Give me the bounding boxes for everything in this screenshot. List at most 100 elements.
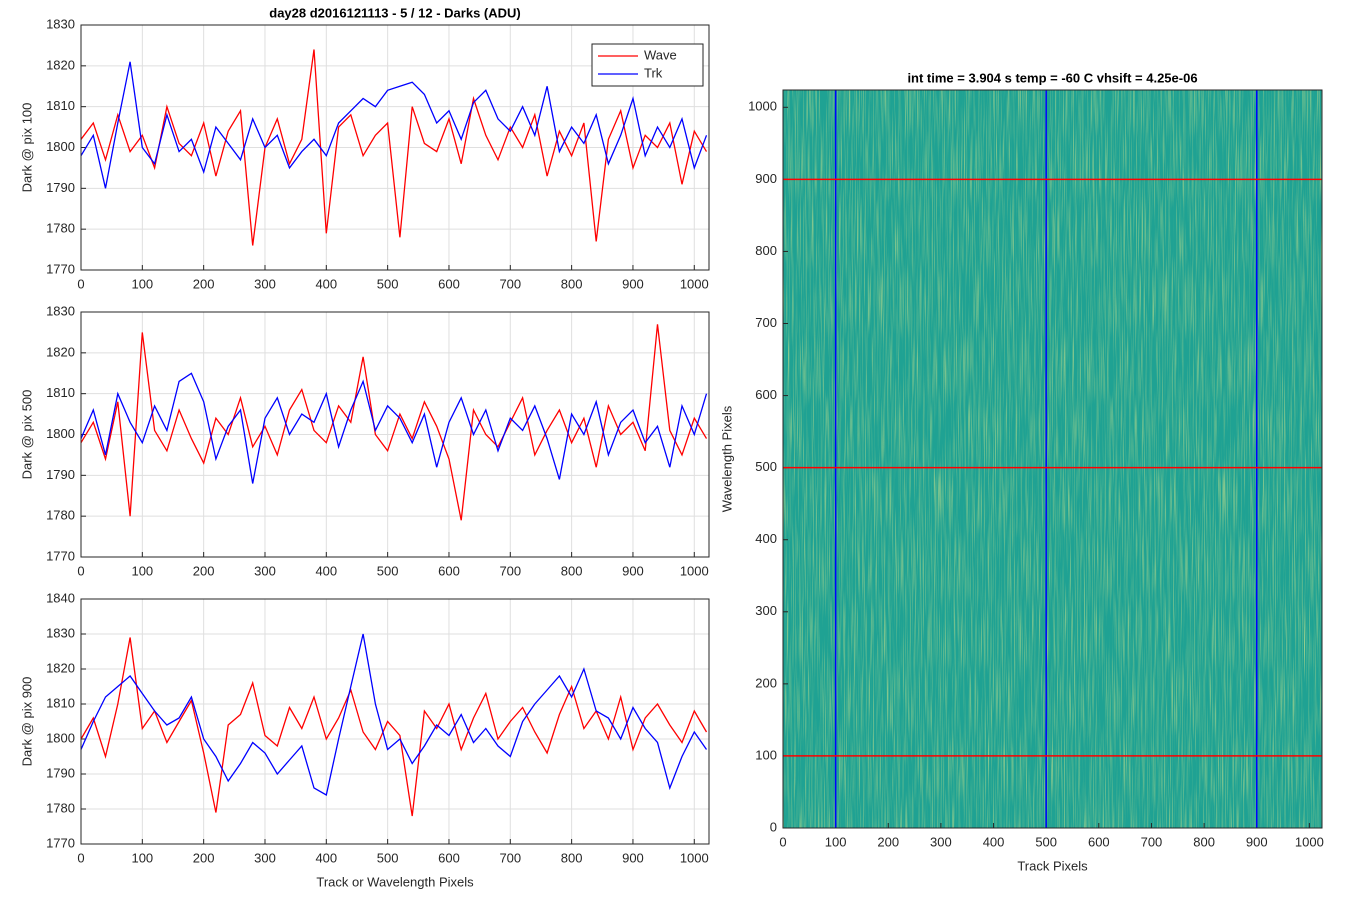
- y-axis-label: Dark @ pix 500: [19, 390, 34, 480]
- y-tick-label: 700: [755, 315, 777, 330]
- x-tick-label: 100: [131, 276, 153, 291]
- y-tick-label: 1770: [46, 261, 75, 276]
- chart-title: int time = 3.904 s temp = -60 C vhsift =…: [907, 70, 1197, 85]
- y-axis-label: Dark @ pix 900: [19, 677, 34, 767]
- x-tick-label: 900: [1246, 834, 1268, 849]
- x-tick-label: 200: [193, 276, 215, 291]
- y-tick-label: 1820: [46, 660, 75, 675]
- y-tick-label: 200: [755, 675, 777, 690]
- y-tick-label: 1810: [46, 98, 75, 113]
- x-tick-label: 400: [315, 850, 337, 865]
- x-tick-label: 500: [377, 276, 399, 291]
- x-tick-label: 500: [1035, 834, 1057, 849]
- x-tick-label: 0: [77, 563, 84, 578]
- x-tick-label: 100: [131, 850, 153, 865]
- y-tick-label: 1780: [46, 800, 75, 815]
- x-tick-label: 300: [254, 563, 276, 578]
- y-tick-label: 1830: [46, 303, 75, 318]
- x-tick-label: 700: [499, 850, 521, 865]
- y-tick-label: 1820: [46, 57, 75, 72]
- y-tick-label: 400: [755, 531, 777, 546]
- series-line: [80, 49, 708, 246]
- legend-label: Wave: [644, 47, 677, 62]
- y-tick-label: 1820: [46, 344, 75, 359]
- y-tick-label: 0: [770, 819, 777, 834]
- y-tick-label: 1830: [46, 625, 75, 640]
- y-tick-label: 1770: [46, 835, 75, 850]
- x-tick-label: 0: [779, 834, 786, 849]
- x-tick-label: 500: [377, 850, 399, 865]
- y-tick-label: 1790: [46, 467, 75, 482]
- series-line: [80, 61, 708, 189]
- y-axis-label: Wavelength Pixels: [719, 405, 734, 512]
- y-tick-label: 600: [755, 387, 777, 402]
- x-tick-label: 500: [377, 563, 399, 578]
- axes-box: [80, 24, 710, 271]
- x-tick-label: 300: [254, 850, 276, 865]
- x-tick-label: 900: [622, 563, 644, 578]
- x-tick-label: 1000: [1295, 834, 1324, 849]
- x-tick-label: 0: [77, 276, 84, 291]
- x-axis-label: Track or Wavelength Pixels: [316, 874, 474, 889]
- legend-label: Trk: [644, 65, 663, 80]
- y-tick-label: 800: [755, 243, 777, 258]
- x-tick-label: 800: [561, 850, 583, 865]
- x-tick-label: 100: [131, 563, 153, 578]
- image-texture: [783, 90, 1322, 828]
- x-tick-label: 1000: [680, 563, 709, 578]
- legend-box: [591, 43, 704, 87]
- y-tick-label: 300: [755, 603, 777, 618]
- y-axis-label: Dark @ pix 100: [19, 103, 34, 193]
- x-tick-label: 600: [438, 563, 460, 578]
- axes-box: [80, 311, 710, 558]
- axes-box: [80, 598, 710, 845]
- y-tick-label: 1840: [46, 590, 75, 605]
- x-tick-label: 100: [825, 834, 847, 849]
- axes-box: [782, 89, 1323, 829]
- y-tick-label: 100: [755, 747, 777, 762]
- x-tick-label: 1000: [680, 276, 709, 291]
- x-tick-label: 400: [315, 563, 337, 578]
- x-tick-label: 1000: [680, 850, 709, 865]
- x-tick-label: 300: [254, 276, 276, 291]
- x-tick-label: 200: [193, 563, 215, 578]
- x-axis-label: Track Pixels: [1017, 858, 1088, 873]
- x-tick-label: 0: [77, 850, 84, 865]
- x-tick-label: 600: [1088, 834, 1110, 849]
- y-tick-label: 1800: [46, 426, 75, 441]
- x-tick-label: 200: [193, 850, 215, 865]
- x-tick-label: 800: [561, 563, 583, 578]
- x-tick-label: 700: [499, 563, 521, 578]
- series-line: [80, 324, 708, 521]
- x-tick-label: 700: [1141, 834, 1163, 849]
- series-line: [80, 633, 708, 797]
- chart-title: day28 d2016121113 - 5 / 12 - Darks (ADU): [269, 5, 520, 20]
- plot-area: [81, 599, 709, 844]
- y-tick-label: 1830: [46, 16, 75, 31]
- y-tick-label: 900: [755, 171, 777, 186]
- y-tick-label: 1790: [46, 180, 75, 195]
- x-tick-label: 800: [561, 276, 583, 291]
- x-tick-label: 400: [315, 276, 337, 291]
- x-tick-label: 900: [622, 850, 644, 865]
- x-tick-label: 600: [438, 276, 460, 291]
- y-tick-label: 1000: [748, 99, 777, 114]
- x-tick-label: 800: [1193, 834, 1215, 849]
- series-line: [80, 372, 708, 484]
- x-tick-label: 900: [622, 276, 644, 291]
- y-tick-label: 1770: [46, 548, 75, 563]
- x-tick-label: 200: [877, 834, 899, 849]
- y-tick-label: 1780: [46, 508, 75, 523]
- y-tick-label: 1810: [46, 695, 75, 710]
- y-tick-label: 1810: [46, 385, 75, 400]
- y-tick-label: 1780: [46, 221, 75, 236]
- y-tick-label: 1800: [46, 730, 75, 745]
- y-tick-label: 1790: [46, 765, 75, 780]
- series-line: [80, 637, 708, 817]
- x-tick-label: 400: [983, 834, 1005, 849]
- x-tick-label: 600: [438, 850, 460, 865]
- y-tick-label: 1800: [46, 139, 75, 154]
- x-tick-label: 300: [930, 834, 952, 849]
- x-tick-label: 700: [499, 276, 521, 291]
